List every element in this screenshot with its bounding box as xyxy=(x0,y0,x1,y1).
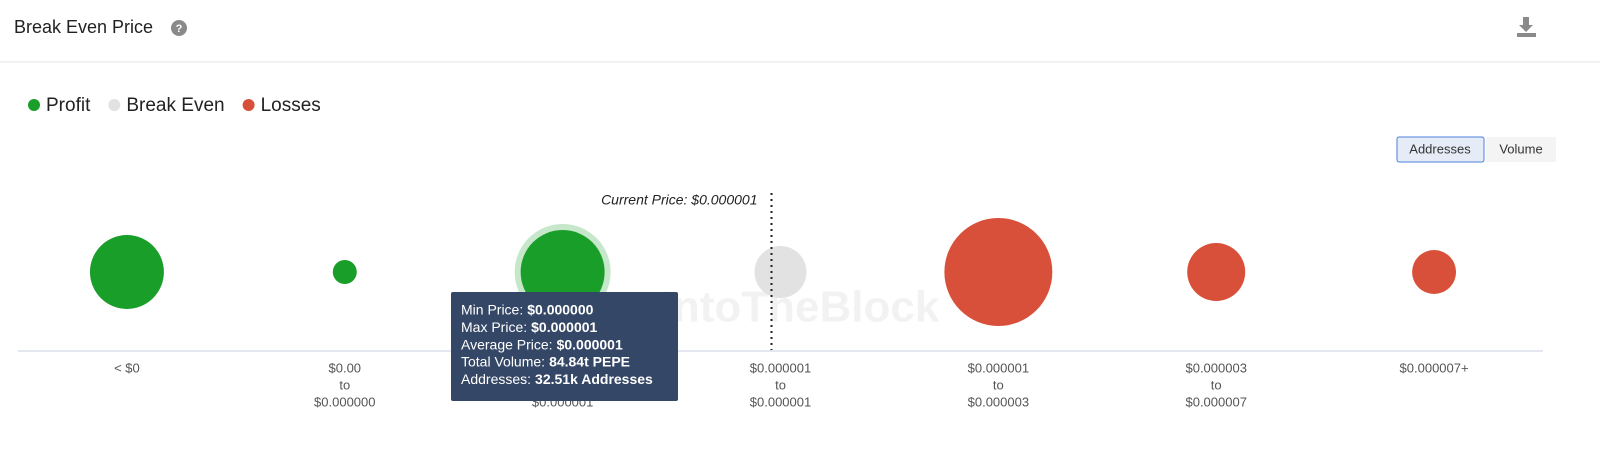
x-tick-label: to xyxy=(775,377,786,392)
x-tick-label: $0.000003 xyxy=(968,394,1029,409)
x-tick-label: $0.000001 xyxy=(750,360,811,375)
x-tick-label: $0.000001 xyxy=(750,394,811,409)
legend-swatch xyxy=(28,99,40,111)
bubble xyxy=(1412,250,1457,294)
x-tick-label: to xyxy=(993,377,1004,392)
bubble xyxy=(944,218,1053,326)
x-tick-label: $0.000000 xyxy=(314,394,375,409)
tooltip-value: $0.000001 xyxy=(557,336,623,352)
tooltip-key: Total Volume: xyxy=(461,354,545,370)
toggle-label: Addresses xyxy=(1409,141,1471,156)
x-tick-label: $0.000001 xyxy=(968,360,1029,375)
legend-label: Break Even xyxy=(126,95,224,116)
tooltip-value: 84.84t PEPE xyxy=(549,354,630,370)
tooltip-value: 32.51k Addresses xyxy=(535,371,653,387)
help-icon[interactable]: ? xyxy=(171,20,187,36)
legend-swatch xyxy=(242,99,255,111)
toggle-addresses[interactable]: Addresses xyxy=(1396,136,1485,163)
tooltip-value: $0.000001 xyxy=(531,319,597,335)
tooltip-value: $0.000000 xyxy=(527,302,593,318)
bubble xyxy=(1187,242,1246,302)
toggle-label: Volume xyxy=(1499,141,1542,156)
x-tick-label: $0.00 xyxy=(329,360,362,375)
x-tick-label: < $0 xyxy=(114,360,140,375)
download-icon[interactable] xyxy=(1517,17,1536,37)
legend-label: Losses xyxy=(261,95,321,116)
x-tick-label: to xyxy=(1211,377,1222,392)
bubble xyxy=(332,260,357,284)
tooltip-key: Max Price: xyxy=(461,319,527,335)
toggle-volume[interactable]: Volume xyxy=(1486,137,1556,162)
legend-swatch xyxy=(108,99,121,111)
bubble xyxy=(89,235,164,309)
tooltip-key: Min Price: xyxy=(461,302,523,318)
svg-text:?: ? xyxy=(176,23,183,35)
legend-label: Profit xyxy=(46,95,91,116)
current-price-label: Current Price: $0.000001 xyxy=(601,192,757,208)
tooltip-key: Average Price: xyxy=(461,336,553,352)
x-tick-label: $0.000007 xyxy=(1185,394,1246,409)
bubble xyxy=(754,245,807,299)
x-tick-label: $0.000007+ xyxy=(1400,360,1469,375)
tooltip-key: Addresses: xyxy=(461,371,531,387)
x-tick-label: to xyxy=(339,377,350,392)
watermark: IntoTheBlock xyxy=(661,283,940,332)
x-tick-label: $0.000003 xyxy=(1185,360,1246,375)
tooltip-box xyxy=(451,292,678,401)
chart-title: Break Even Price xyxy=(14,17,153,37)
